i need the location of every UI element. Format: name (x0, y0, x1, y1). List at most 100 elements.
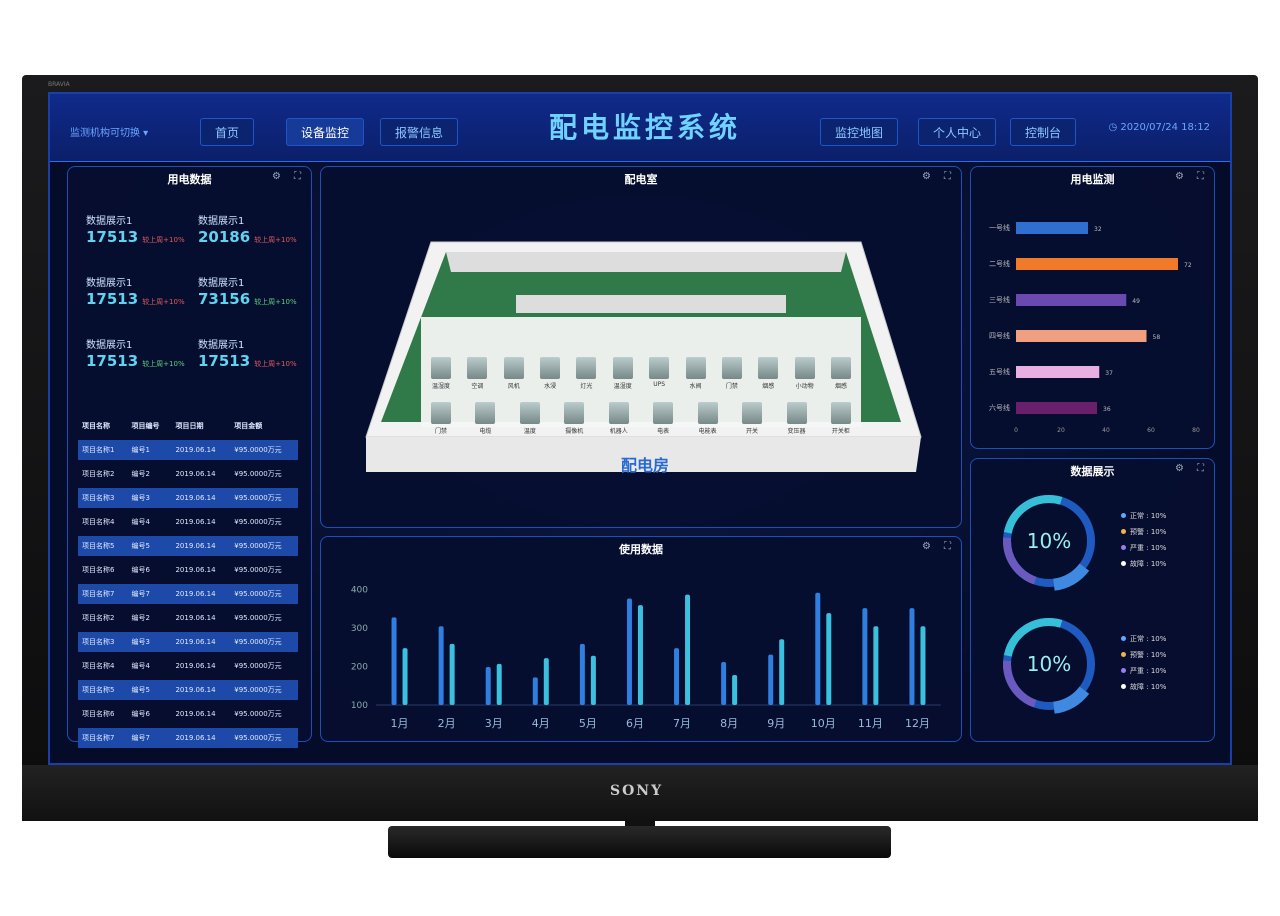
legend-value: 10% (1150, 528, 1167, 536)
equipment-item[interactable]: 风机 (503, 357, 524, 390)
table-row[interactable]: 项目名称2 编号2 2019.06.14 ¥95.0000万元 (78, 464, 298, 484)
equipment-item[interactable]: 变压器 (786, 402, 807, 435)
equipment-item[interactable]: 空调 (467, 357, 488, 390)
x-tick-label: 11月 (858, 717, 883, 730)
column-header[interactable]: 项目金额 (234, 422, 263, 430)
room-3d-model[interactable] (321, 167, 963, 529)
donut-center-value: 10% (1026, 652, 1072, 676)
settings-icon[interactable]: ⚙ (272, 171, 281, 182)
equipment-item[interactable]: 机器人 (608, 402, 629, 435)
project-table: 项目名称 项目编号 项目日期 项目金额项目名称1 编号1 2019.06.14 ¥95.00… (78, 412, 298, 752)
equipment-item[interactable]: 水阀 (685, 357, 706, 390)
settings-icon[interactable]: ⚙ (1175, 171, 1184, 182)
table-cell: 项目名称5 (78, 680, 128, 700)
equipment-item[interactable]: 电能表 (697, 402, 718, 435)
legend-item: 预警 : 10% (1121, 527, 1166, 537)
equipment-icon (467, 357, 488, 379)
legend-item: 故障 : 10% (1121, 682, 1166, 692)
bar-value-label: 37 (1105, 370, 1113, 377)
equipment-icon (742, 402, 763, 424)
panel-title: 配电室 (624, 173, 658, 186)
equipment-icon (721, 357, 742, 379)
column-header[interactable]: 项目日期 (175, 422, 204, 430)
table-cell: 2019.06.14 (175, 518, 216, 526)
bar (438, 626, 444, 705)
fullscreen-icon[interactable]: ⛶ (944, 171, 951, 182)
equipment-item[interactable]: 烟感 (758, 357, 779, 390)
equipment-item[interactable]: 温湿度 (431, 357, 451, 390)
column-header[interactable]: 项目名称 (82, 422, 110, 430)
table-row[interactable]: 项目名称2 编号2 2019.06.14 ¥95.0000万元 (78, 608, 298, 628)
stat-item: 数据展示1 73156 较上周+10% (198, 274, 297, 308)
equipment-label: 变压器 (787, 428, 806, 435)
donut-center-value: 10% (1026, 529, 1072, 553)
equipment-item[interactable]: 小动物 (794, 357, 815, 390)
equipment-label: 水浸 (544, 383, 557, 390)
table-row[interactable]: 项目名称6 编号6 2019.06.14 ¥95.0000万元 (78, 560, 298, 580)
panel-title: 用电数据 (167, 173, 212, 186)
x-tick-label: 40 (1102, 427, 1110, 434)
table-cell: 编号2 (131, 614, 150, 622)
y-tick-label: 200 (351, 663, 368, 673)
legend-label: 故障 (1130, 683, 1144, 691)
stat-label: 数据展示1 (198, 278, 245, 289)
x-tick-label: 5月 (579, 717, 597, 730)
equipment-item[interactable]: 水浸 (540, 357, 561, 390)
equipment-item[interactable]: 摄像机 (564, 402, 585, 435)
table-row[interactable]: 项目名称5 编号5 2019.06.14 ¥95.0000万元 (78, 536, 298, 556)
table-row[interactable]: 项目名称1 编号1 2019.06.14 ¥95.0000万元 (78, 440, 298, 460)
equipment-label: 空调 (471, 383, 484, 390)
equipment-item[interactable]: 开关柜 (830, 402, 851, 435)
equipment-label: 温湿度 (431, 383, 450, 390)
nav-profile[interactable]: 个人中心 (918, 118, 997, 146)
equipment-icon (758, 357, 779, 379)
equipment-item[interactable]: 门禁 (431, 402, 451, 435)
equipment-icon (830, 357, 851, 379)
fullscreen-icon[interactable]: ⛶ (1197, 463, 1204, 474)
table-row[interactable]: 项目名称4 编号4 2019.06.14 ¥95.0000万元 (78, 512, 298, 532)
equipment-item[interactable]: 开关 (742, 402, 763, 435)
fullscreen-icon[interactable]: ⛶ (294, 171, 301, 182)
bar (1016, 294, 1127, 306)
equipment-label: UPS (653, 381, 666, 388)
table-row[interactable]: 项目名称7 编号7 2019.06.14 ¥95.0000万元 (78, 728, 298, 748)
equipment-item[interactable]: 灯光 (576, 357, 597, 390)
org-selector[interactable]: 监测机构可切换 ▾ (70, 128, 149, 139)
stat-delta: 较上周+10% (254, 360, 297, 368)
bar (779, 639, 785, 705)
nav-home[interactable]: 首页 (200, 118, 255, 146)
equipment-item[interactable]: 电表 (653, 402, 674, 435)
equipment-item[interactable]: UPS (649, 357, 670, 390)
equipment-icon (576, 357, 597, 379)
table-row[interactable]: 项目名称4 编号4 2019.06.14 ¥95.0000万元 (78, 656, 298, 676)
table-row[interactable]: 项目名称5 编号5 2019.06.14 ¥95.0000万元 (78, 680, 298, 700)
legend-item: 正常 : 10% (1121, 634, 1166, 644)
column-header[interactable]: 项目编号 (131, 422, 160, 430)
equipment-item[interactable]: 温湿度 (612, 357, 633, 390)
table-row[interactable]: 项目名称7 编号7 2019.06.14 ¥95.0000万元 (78, 584, 298, 604)
nav-console[interactable]: 控制台 (1010, 118, 1077, 146)
legend-label: 故障 (1130, 560, 1144, 568)
tv-stand (388, 826, 891, 858)
equipment-item[interactable]: 温度 (519, 402, 540, 435)
nav-alarms[interactable]: 报警信息 (380, 118, 459, 146)
fullscreen-icon[interactable]: ⛶ (944, 541, 951, 552)
table-cell: 编号6 (131, 566, 150, 574)
equipment-item[interactable]: 门禁 (721, 357, 742, 390)
table-cell: 2019.06.14 (171, 728, 231, 748)
equipment-item[interactable]: 电缆 (475, 402, 496, 435)
settings-icon[interactable]: ⚙ (922, 541, 931, 552)
stat-delta: 较上周+10% (142, 236, 185, 244)
equipment-item[interactable]: 烟感 (830, 357, 851, 390)
settings-icon[interactable]: ⚙ (1175, 463, 1184, 474)
fullscreen-icon[interactable]: ⛶ (1197, 171, 1204, 182)
table-row[interactable]: 项目名称3 编号3 2019.06.14 ¥95.0000万元 (78, 488, 298, 508)
legend-dot-icon (1121, 636, 1126, 641)
settings-icon[interactable]: ⚙ (922, 171, 931, 182)
bar (768, 654, 774, 705)
table-row[interactable]: 项目名称6 编号6 2019.06.14 ¥95.0000万元 (78, 704, 298, 724)
table-row[interactable]: 项目名称3 编号3 2019.06.14 ¥95.0000万元 (78, 632, 298, 652)
nav-device-monitor[interactable]: 设备监控 (286, 118, 365, 146)
nav-map[interactable]: 监控地图 (820, 118, 899, 146)
table-cell: 编号5 (127, 680, 172, 700)
